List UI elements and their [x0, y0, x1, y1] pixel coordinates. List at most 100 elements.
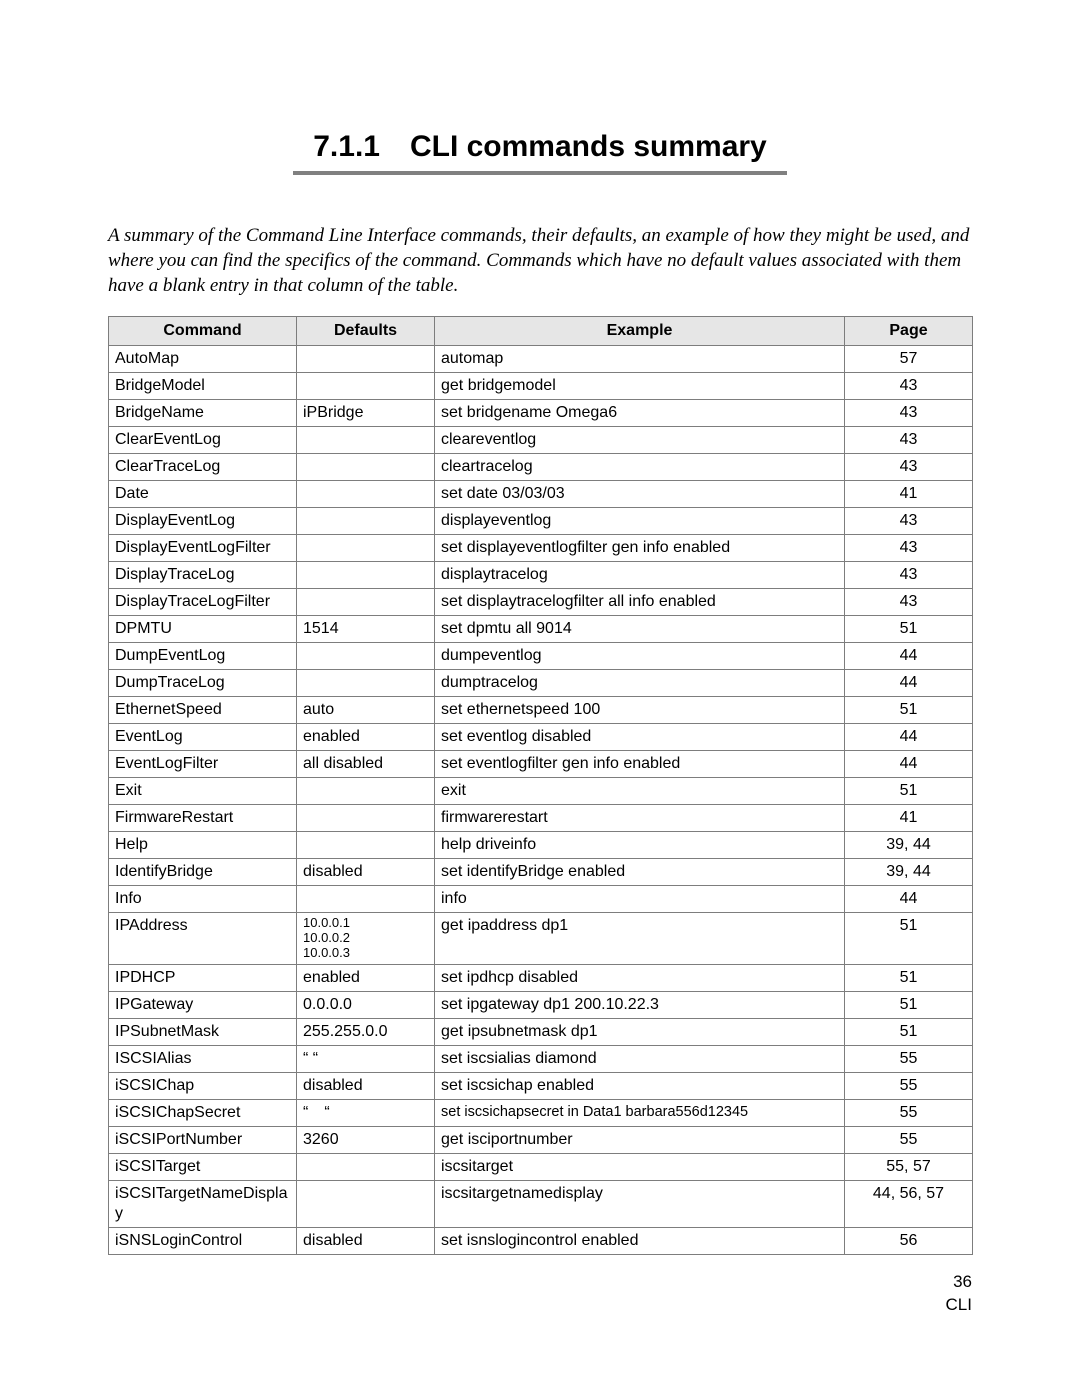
cell-command: iSCSITarget	[109, 1153, 297, 1180]
cell-example: get bridgemodel	[435, 372, 845, 399]
cell-page: 57	[845, 345, 973, 372]
cell-example: get ipsubnetmask dp1	[435, 1018, 845, 1045]
cell-page: 55	[845, 1126, 973, 1153]
table-row: DisplayTraceLogFilterset displaytracelog…	[109, 588, 973, 615]
table-row: FirmwareRestartfirmwarerestart41	[109, 804, 973, 831]
cell-defaults: iPBridge	[297, 399, 435, 426]
cell-page: 55	[845, 1099, 973, 1126]
cell-command: DisplayEventLogFilter	[109, 534, 297, 561]
document-page: 7.1.1 CLI commands summary A summary of …	[0, 0, 1080, 1397]
table-row: DumpTraceLogdumptracelog44	[109, 669, 973, 696]
cell-page: 51	[845, 777, 973, 804]
cell-page: 51	[845, 1018, 973, 1045]
cell-defaults: “ “	[297, 1099, 435, 1126]
cell-command: DisplayTraceLogFilter	[109, 588, 297, 615]
cell-defaults	[297, 426, 435, 453]
cell-defaults	[297, 642, 435, 669]
cell-page: 44	[845, 669, 973, 696]
cell-command: iSCSIChapSecret	[109, 1099, 297, 1126]
cell-defaults	[297, 534, 435, 561]
cell-page: 41	[845, 804, 973, 831]
table-row: Helphelp driveinfo39, 44	[109, 831, 973, 858]
cell-example: get isciportnumber	[435, 1126, 845, 1153]
table-row: EventLogenabledset eventlog disabled44	[109, 723, 973, 750]
cell-defaults	[297, 561, 435, 588]
cell-page: 51	[845, 991, 973, 1018]
table-row: EventLogFilterall disabledset eventlogfi…	[109, 750, 973, 777]
cell-page: 43	[845, 372, 973, 399]
cell-command: iSCSIPortNumber	[109, 1126, 297, 1153]
col-header-example: Example	[435, 316, 845, 345]
cell-page: 39, 44	[845, 858, 973, 885]
table-row: iSCSIPortNumber3260get isciportnumber55	[109, 1126, 973, 1153]
cell-defaults: disabled	[297, 858, 435, 885]
cell-command: ClearEventLog	[109, 426, 297, 453]
cell-page: 43	[845, 561, 973, 588]
table-row: EthernetSpeedautoset ethernetspeed 10051	[109, 696, 973, 723]
table-row: ClearEventLogcleareventlog43	[109, 426, 973, 453]
cell-command: ClearTraceLog	[109, 453, 297, 480]
cell-command: EthernetSpeed	[109, 696, 297, 723]
cli-commands-table: Command Defaults Example Page AutoMap aut…	[108, 316, 973, 1255]
table-row: ClearTraceLog cleartracelog43	[109, 453, 973, 480]
cell-page: 51	[845, 912, 973, 964]
table-row: DisplayTraceLog displaytracelog43	[109, 561, 973, 588]
table-row: iSNSLoginControldisabledset isnslogincon…	[109, 1227, 973, 1254]
cell-example: set eventlog disabled	[435, 723, 845, 750]
cell-command: BridgeModel	[109, 372, 297, 399]
cell-command: BridgeName	[109, 399, 297, 426]
cell-example: cleartracelog	[435, 453, 845, 480]
cell-command: Date	[109, 480, 297, 507]
title-wrap: 7.1.1 CLI commands summary	[108, 110, 972, 195]
cell-example: displayeventlog	[435, 507, 845, 534]
cell-defaults	[297, 885, 435, 912]
cell-page: 43	[845, 453, 973, 480]
cell-example: displaytracelog	[435, 561, 845, 588]
cell-page: 44	[845, 750, 973, 777]
cell-defaults	[297, 669, 435, 696]
cell-defaults: all disabled	[297, 750, 435, 777]
cell-defaults: disabled	[297, 1227, 435, 1254]
cell-page: 43	[845, 399, 973, 426]
cell-example: iscsitargetnamedisplay	[435, 1180, 845, 1227]
cell-defaults	[297, 831, 435, 858]
cell-defaults: 3260	[297, 1126, 435, 1153]
table-row: BridgeModel get bridgemodel43	[109, 372, 973, 399]
table-row: DisplayEventLogFilter set displayeventlog…	[109, 534, 973, 561]
cell-example: automap	[435, 345, 845, 372]
table-row: iSCSIChapdisabledset iscsichap enabled55	[109, 1072, 973, 1099]
cell-defaults: 1514	[297, 615, 435, 642]
table-row: IPGateway0.0.0.0set ipgateway dp1 200.10…	[109, 991, 973, 1018]
table-row: Date set date 03/03/0341	[109, 480, 973, 507]
cell-defaults: disabled	[297, 1072, 435, 1099]
cell-page: 43	[845, 507, 973, 534]
cell-defaults: 0.0.0.0	[297, 991, 435, 1018]
table-row: DumpEventLogdumpeventlog44	[109, 642, 973, 669]
cell-command: iSCSIChap	[109, 1072, 297, 1099]
table-row: BridgeNameiPBridgeset bridgename Omega64…	[109, 399, 973, 426]
cell-defaults: enabled	[297, 964, 435, 991]
page-footer: 36 CLI	[946, 1271, 972, 1317]
cell-example: set iscsialias diamond	[435, 1045, 845, 1072]
cell-command: DisplayTraceLog	[109, 561, 297, 588]
table-row: ISCSIAlias“ “set iscsialias diamond55	[109, 1045, 973, 1072]
table-row: AutoMap automap57	[109, 345, 973, 372]
cell-command: DumpEventLog	[109, 642, 297, 669]
cell-example: set date 03/03/03	[435, 480, 845, 507]
cell-command: iSCSITargetNameDisplay	[109, 1180, 297, 1227]
table-row: iSCSITargetNameDisplay iscsitargetnamedis…	[109, 1180, 973, 1227]
cell-command: EventLog	[109, 723, 297, 750]
table-header-row: Command Defaults Example Page	[109, 316, 973, 345]
cell-page: 44, 56, 57	[845, 1180, 973, 1227]
cell-example: set identifyBridge enabled	[435, 858, 845, 885]
cell-page: 51	[845, 964, 973, 991]
cell-example: help driveinfo	[435, 831, 845, 858]
cell-defaults: auto	[297, 696, 435, 723]
cell-example: set displayeventlogfilter gen info enabl…	[435, 534, 845, 561]
cell-example: set ipgateway dp1 200.10.22.3	[435, 991, 845, 1018]
col-header-defaults: Defaults	[297, 316, 435, 345]
cell-example: set eventlogfilter gen info enabled	[435, 750, 845, 777]
cell-command: AutoMap	[109, 345, 297, 372]
cell-page: 41	[845, 480, 973, 507]
table-row: DPMTU1514set dpmtu all 901451	[109, 615, 973, 642]
